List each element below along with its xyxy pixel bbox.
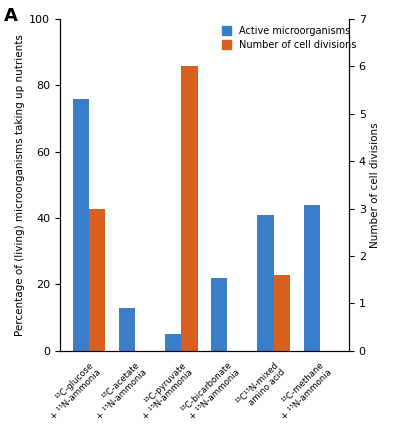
Text: A: A [4,7,18,24]
Bar [89,208,105,350]
Legend: Active microorganisms, Number of cell divisions: Active microorganisms, Number of cell di… [220,24,359,52]
Bar [304,205,320,350]
Bar [181,66,198,350]
Bar [119,308,135,350]
Bar [165,334,181,350]
Y-axis label: Percentage of (living) microorganisms taking up nutrients: Percentage of (living) microorganisms ta… [15,34,25,336]
Bar [211,277,228,350]
Bar [73,99,89,350]
Y-axis label: Number of cell divisions: Number of cell divisions [370,122,380,248]
Bar [274,275,290,350]
Bar [258,215,274,350]
